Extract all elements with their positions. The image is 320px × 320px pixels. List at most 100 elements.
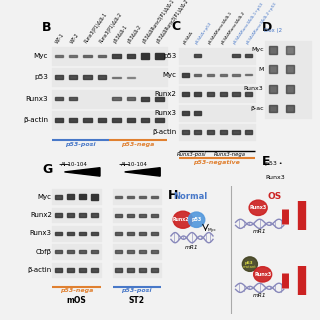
- Text: p53: p53: [163, 53, 176, 59]
- Bar: [265, 80, 311, 98]
- Bar: [113, 263, 161, 277]
- Text: AI-10-104: AI-10-104: [121, 162, 148, 167]
- Bar: [179, 105, 255, 121]
- Text: p53Δ/ΔRunx3(P1)Δ/Δ-2: p53Δ/ΔRunx3(P1)Δ/Δ-2: [156, 0, 190, 44]
- Bar: [113, 189, 161, 204]
- Text: β-actin: β-actin: [28, 267, 52, 273]
- Bar: [179, 124, 255, 140]
- Bar: [52, 189, 100, 204]
- Bar: [127, 232, 134, 235]
- Text: Runx3-posi: Runx3-posi: [177, 152, 206, 157]
- Bar: [79, 268, 86, 272]
- Bar: [151, 268, 158, 272]
- Text: mR1: mR1: [253, 293, 267, 298]
- Text: p53-negative: p53-negative: [194, 160, 240, 165]
- Bar: [55, 232, 62, 235]
- Bar: [115, 213, 122, 217]
- Bar: [79, 232, 86, 235]
- Bar: [67, 268, 74, 272]
- Bar: [98, 55, 106, 57]
- Text: p53: p53: [192, 217, 202, 222]
- Bar: [52, 208, 100, 222]
- Text: p53Δ/Δ-1: p53Δ/Δ-1: [112, 24, 128, 44]
- Bar: [140, 251, 146, 253]
- Text: D: D: [261, 21, 272, 34]
- Text: Runx2: Runx2: [172, 217, 189, 222]
- Bar: [55, 195, 62, 198]
- Text: p53Δ/ΔRunx3Δ/Δ-1+p53: p53Δ/ΔRunx3Δ/Δ-1+p53: [233, 2, 265, 45]
- Bar: [194, 74, 202, 76]
- Text: Runx3: Runx3: [265, 175, 285, 180]
- Bar: [115, 268, 122, 272]
- Bar: [91, 232, 98, 235]
- Bar: [179, 48, 255, 64]
- Text: p53Δ/ΔRunx3Δ/Δ-2+p53: p53Δ/ΔRunx3Δ/Δ-2+p53: [245, 1, 278, 45]
- Text: Runx3: Runx3: [244, 86, 264, 92]
- Text: Runx3: Runx3: [154, 110, 176, 116]
- Bar: [52, 47, 167, 65]
- Bar: [151, 232, 158, 235]
- Bar: [55, 250, 62, 253]
- Text: G: G: [42, 163, 52, 176]
- Text: p53Δ/Δ+p53: p53Δ/Δ+p53: [195, 21, 213, 45]
- Bar: [286, 66, 294, 73]
- Bar: [182, 130, 189, 134]
- Text: Myc: Myc: [34, 53, 48, 59]
- Text: mR1: mR1: [185, 245, 199, 250]
- Bar: [269, 105, 277, 112]
- Bar: [265, 41, 311, 59]
- Bar: [194, 111, 202, 115]
- Bar: [232, 54, 240, 58]
- Bar: [156, 118, 164, 122]
- Text: Runx3(P1)Δ/Δ-1: Runx3(P1)Δ/Δ-1: [84, 12, 108, 44]
- Ellipse shape: [242, 257, 257, 271]
- Text: Myc: Myc: [38, 194, 52, 200]
- Bar: [127, 213, 134, 217]
- Bar: [55, 118, 63, 122]
- Bar: [265, 99, 311, 118]
- Bar: [140, 232, 146, 235]
- Text: p53Δ/Δ-2: p53Δ/Δ-2: [127, 24, 143, 44]
- Bar: [67, 213, 74, 217]
- Bar: [52, 244, 100, 259]
- Bar: [127, 54, 135, 58]
- Bar: [113, 226, 161, 241]
- Text: p53: p53: [34, 74, 48, 80]
- Bar: [245, 74, 252, 76]
- Text: Runx3: Runx3: [250, 205, 267, 210]
- Text: p53Δ/ΔRunx3Δ/Δ-1: p53Δ/ΔRunx3Δ/Δ-1: [207, 11, 233, 45]
- Text: Myc: Myc: [251, 47, 264, 52]
- Bar: [194, 92, 202, 96]
- Bar: [52, 226, 100, 241]
- Bar: [179, 67, 255, 83]
- Bar: [55, 76, 63, 79]
- Bar: [84, 118, 92, 122]
- Bar: [141, 118, 149, 122]
- Bar: [91, 194, 98, 200]
- Bar: [113, 244, 161, 259]
- Bar: [245, 130, 252, 134]
- Bar: [151, 213, 158, 217]
- Bar: [151, 196, 158, 198]
- Bar: [52, 68, 167, 86]
- Bar: [112, 77, 121, 78]
- Bar: [69, 55, 77, 57]
- Text: β-actin: β-actin: [152, 129, 176, 135]
- Ellipse shape: [254, 267, 272, 282]
- Bar: [115, 196, 122, 198]
- Bar: [79, 194, 86, 199]
- Bar: [91, 268, 98, 272]
- Bar: [194, 130, 202, 134]
- Text: Myc: Myc: [162, 72, 176, 78]
- Bar: [182, 92, 189, 96]
- Text: Normal: Normal: [173, 192, 208, 201]
- Text: Runx3: Runx3: [26, 96, 48, 102]
- Bar: [115, 232, 122, 235]
- Bar: [141, 97, 149, 101]
- Text: p53Δ/ΔRunx3Δ/Δ-2: p53Δ/ΔRunx3Δ/Δ-2: [220, 11, 246, 45]
- Bar: [265, 60, 311, 79]
- Bar: [140, 213, 146, 217]
- Text: p53 •: p53 •: [265, 161, 283, 166]
- Ellipse shape: [188, 212, 205, 228]
- Bar: [84, 76, 92, 79]
